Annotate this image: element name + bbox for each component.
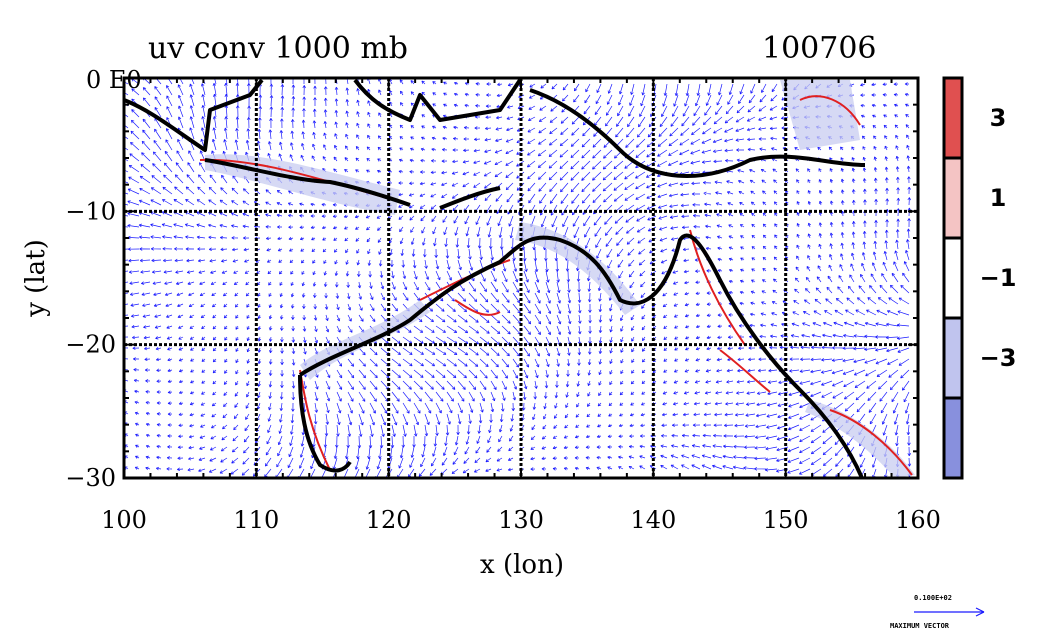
x-tick-label: 110: [233, 506, 279, 534]
reference-vector: 0.100E+02 MAXIMUM VECTOR: [890, 594, 985, 630]
colorbar-tick-label: −1: [980, 264, 1017, 292]
colorbar-tick-label: 1: [990, 184, 1007, 212]
colorbar-band: [944, 398, 962, 478]
x-tick-label: 100: [101, 506, 147, 534]
negative-convergence-shading: [205, 80, 915, 478]
colorbar-tick-label: −3: [980, 344, 1017, 372]
x-tick-labels: 100 110 120 130 140 150 160: [101, 506, 941, 534]
x-tick-label: 160: [895, 506, 941, 534]
x-tick-label: 150: [763, 506, 809, 534]
map-title: uv conv 1000 mb: [148, 31, 408, 66]
x-tick-label: 140: [630, 506, 676, 534]
coastline: [124, 78, 866, 478]
y-tick-label: −10: [65, 197, 116, 225]
origin-tick-label: 0 E0: [86, 66, 142, 94]
colorbar-band: [944, 158, 962, 238]
colorbar-band: [944, 238, 962, 318]
reference-vector-arrowhead: [975, 607, 985, 617]
y-tick-label: −30: [65, 464, 116, 492]
colorbar: 3 1 −1 −3: [942, 76, 1017, 480]
colorbar-tick-label: 3: [990, 104, 1007, 132]
y-tick-labels: −10 −20 −30: [65, 197, 116, 492]
colorbar-band: [944, 78, 962, 158]
colorbar-band: [944, 318, 962, 398]
x-tick-label: 120: [366, 506, 412, 534]
reference-vector-value: 0.100E+02: [914, 594, 952, 602]
map-date: 100706: [762, 31, 877, 66]
reference-vector-label: MAXIMUM VECTOR: [890, 622, 950, 630]
x-tick-label: 130: [498, 506, 544, 534]
colorbar-frame: [942, 76, 964, 480]
y-tick-label: −20: [65, 331, 116, 359]
map-axes: [122, 76, 920, 480]
plot-area: [124, 78, 918, 478]
x-axis-label: x (lon): [480, 550, 564, 580]
y-axis-label: y (lat): [21, 239, 51, 318]
